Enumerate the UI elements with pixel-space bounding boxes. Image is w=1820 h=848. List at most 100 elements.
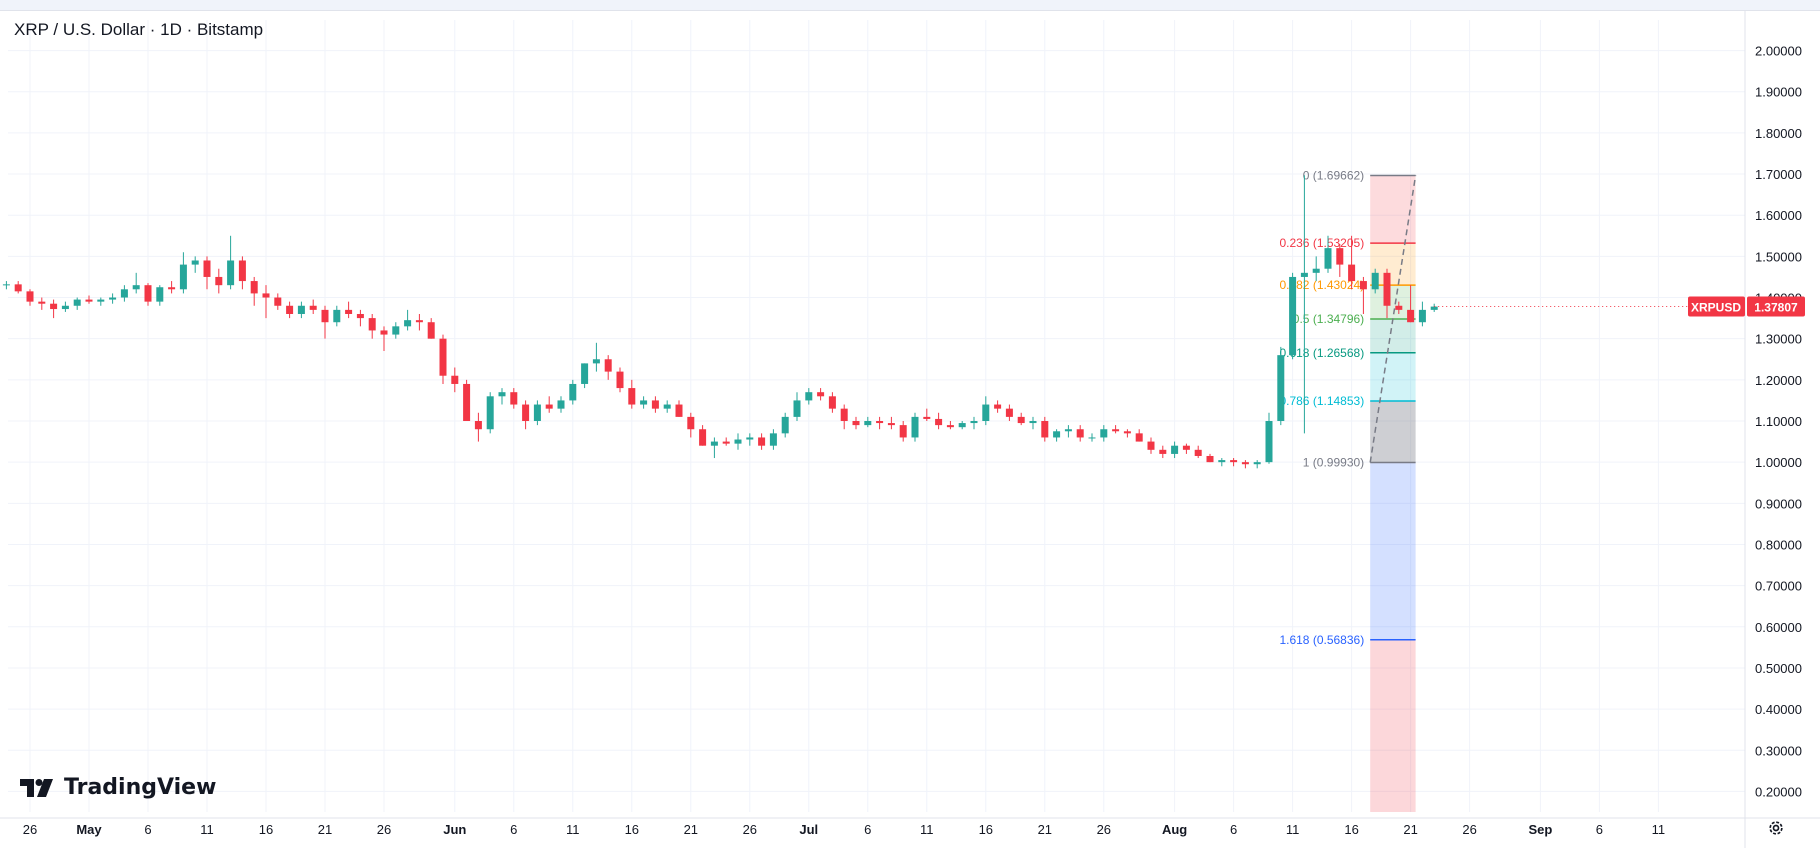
candle-body <box>1182 445 1190 450</box>
candle-body <box>522 404 530 421</box>
candle-body <box>368 318 376 331</box>
candle-body <box>463 383 471 421</box>
candle-body <box>1265 421 1273 463</box>
fib-level-label: 0 (1.69662) <box>1303 168 1364 182</box>
y-tick-label: 1.50000 <box>1755 249 1802 264</box>
y-tick-label: 0.40000 <box>1755 702 1802 717</box>
candle-body <box>970 421 978 424</box>
candle-body <box>840 408 848 421</box>
fib-level-label: 0.236 (1.53205) <box>1279 236 1364 250</box>
fib-level-label: 0.5 (1.34796) <box>1293 312 1364 326</box>
x-tick-label: 11 <box>1286 822 1300 837</box>
candle-body <box>1064 429 1072 432</box>
last-price-label: 1.37807 <box>1754 301 1798 315</box>
candle-body <box>1171 445 1179 454</box>
candle-body <box>592 359 600 364</box>
candle-body <box>899 425 907 438</box>
tradingview-logo[interactable]: TradingView <box>20 775 216 800</box>
candle-body <box>26 291 34 302</box>
fib-level-label: 0.786 (1.14853) <box>1279 394 1364 408</box>
candle-body <box>734 439 742 444</box>
candle-body <box>604 359 612 372</box>
candle-body <box>380 330 388 335</box>
candle-body <box>828 396 836 409</box>
candle-body <box>392 326 400 335</box>
candle-body <box>805 392 813 401</box>
candle-body <box>1076 429 1084 438</box>
candle-body <box>781 416 789 434</box>
candle-body <box>1430 306 1438 310</box>
candle-body <box>1218 460 1226 463</box>
candle-body <box>345 309 353 314</box>
candle-body <box>1100 429 1108 438</box>
candle-body <box>1300 272 1308 277</box>
x-tick-label: Jun <box>443 822 466 837</box>
candle-body <box>1241 462 1249 465</box>
candle-body <box>439 338 447 376</box>
candle-body <box>876 421 884 424</box>
candle-body <box>1253 462 1261 465</box>
candle-body <box>2 284 10 286</box>
candle-body <box>109 297 117 300</box>
candle-body <box>793 400 801 417</box>
y-tick-label: 1.20000 <box>1755 373 1802 388</box>
candle-body <box>1418 309 1426 323</box>
fib-zone <box>1370 352 1416 402</box>
candle-body <box>687 416 695 430</box>
candle-body <box>1029 421 1037 424</box>
candle-body <box>1407 309 1415 323</box>
candle-body <box>262 293 270 298</box>
candle-body <box>486 396 494 430</box>
candle-body <box>663 404 671 409</box>
candle-body <box>1135 433 1143 442</box>
candle-body <box>1005 408 1013 417</box>
x-tick-label: Aug <box>1162 822 1187 837</box>
candle-body <box>557 400 565 409</box>
candle-body <box>168 287 176 290</box>
candle-body <box>1230 460 1238 463</box>
candle-body <box>309 305 317 310</box>
candle-body <box>746 437 754 440</box>
candle-body <box>1383 272 1391 306</box>
candle-body <box>286 305 294 314</box>
x-tick-label: 6 <box>144 822 151 837</box>
candle-body <box>321 309 329 323</box>
y-tick-label: 0.90000 <box>1755 496 1802 511</box>
x-tick-label: 6 <box>510 822 517 837</box>
x-tick-label: Sep <box>1528 822 1552 837</box>
x-tick-label: 11 <box>200 822 214 837</box>
candle-body <box>1112 429 1120 432</box>
x-tick-label: 6 <box>1596 822 1603 837</box>
candle-body <box>1348 264 1356 282</box>
x-tick-label: 21 <box>1038 822 1052 837</box>
x-tick-label: 26 <box>377 822 391 837</box>
candle-body <box>533 404 541 421</box>
x-tick-label: 16 <box>1344 822 1358 837</box>
candle-body <box>581 363 589 384</box>
x-tick-label: 26 <box>1097 822 1111 837</box>
candle-body <box>911 416 919 438</box>
candle-body <box>1336 248 1344 265</box>
candle-body <box>946 425 954 428</box>
candle-body <box>179 264 187 290</box>
x-tick-label: May <box>76 822 102 837</box>
x-tick-label: 26 <box>1462 822 1476 837</box>
x-tick-label: 26 <box>743 822 757 837</box>
candle-body <box>132 285 140 290</box>
candle-body <box>982 404 990 421</box>
candle-body <box>1194 449 1202 456</box>
gear-icon[interactable] <box>1766 818 1786 838</box>
candle-body <box>250 281 258 294</box>
y-tick-label: 0.30000 <box>1755 743 1802 758</box>
y-tick-label: 2.00000 <box>1755 44 1802 59</box>
x-tick-label: 6 <box>1230 822 1237 837</box>
top-toolbar-strip <box>0 0 1820 11</box>
candle-body <box>769 433 777 446</box>
candle-body <box>356 313 364 319</box>
candle-body <box>1289 276 1297 356</box>
x-tick-label: 16 <box>625 822 639 837</box>
candle-body <box>722 441 730 444</box>
fib-level-label: 0.382 (1.43024) <box>1279 278 1364 292</box>
x-tick-label: 16 <box>259 822 273 837</box>
